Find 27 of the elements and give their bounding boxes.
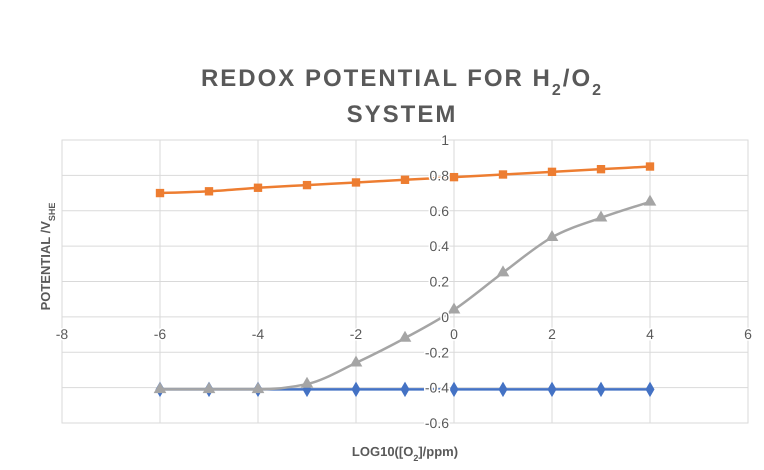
point <box>450 172 458 182</box>
y-tick-label: 0.2 <box>430 274 450 290</box>
y-tick-label: 0.6 <box>430 202 450 219</box>
y-tick-label: -0.6 <box>424 415 450 431</box>
x-tick-label: 4 <box>646 326 654 342</box>
point <box>156 188 164 198</box>
point <box>400 176 410 184</box>
x-tick-label: -8 <box>56 326 68 342</box>
point <box>302 180 312 190</box>
y-tick-label: 0.4 <box>430 238 450 254</box>
x-tick-label: 6 <box>744 326 752 342</box>
x-tick-label: -4 <box>252 326 264 342</box>
point <box>352 178 360 187</box>
x-axis-title: LOG10([O$_{2}$]/ppm) <box>352 444 458 463</box>
point <box>254 184 262 192</box>
y-tick-label: 0 <box>441 308 450 325</box>
point <box>596 165 606 174</box>
x-tick-label: -2 <box>350 326 362 342</box>
point <box>646 162 654 171</box>
y-tick-label: 1 <box>441 132 450 148</box>
chart-title: REDOX POTENTIAL FOR H$_{2}$/O$_{2}$ SYSTEM <box>200 65 604 128</box>
x-tick-label: 2 <box>548 326 556 342</box>
y-tick-label: -0.2 <box>424 344 450 360</box>
point <box>498 170 508 179</box>
x-tick-label: -6 <box>154 326 166 342</box>
point <box>204 187 214 196</box>
point <box>548 168 556 176</box>
